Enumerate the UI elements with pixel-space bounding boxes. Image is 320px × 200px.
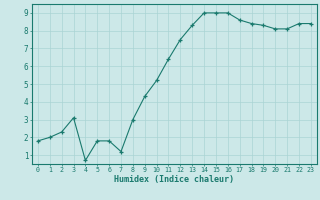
X-axis label: Humidex (Indice chaleur): Humidex (Indice chaleur): [115, 175, 234, 184]
